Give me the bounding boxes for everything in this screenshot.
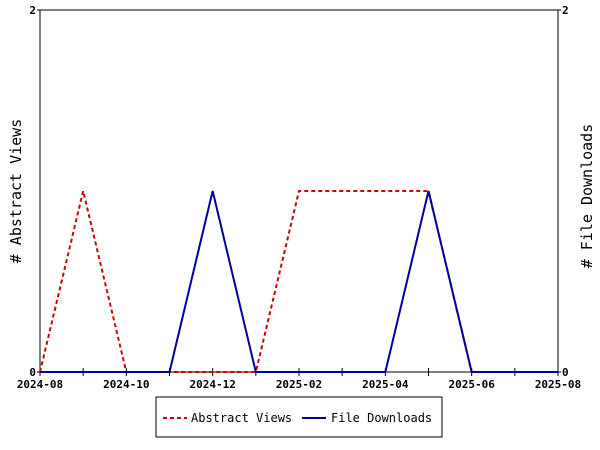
- x-tick-label-2025-06: 2025-06: [448, 378, 495, 391]
- y-axis-left-title: # Abstract Views: [7, 119, 25, 264]
- legend: Abstract Views File Downloads: [155, 396, 443, 438]
- legend-label-abstract-views: Abstract Views: [191, 411, 292, 425]
- x-tick-label-2024-08: 2024-08: [17, 378, 63, 391]
- x-tick-label-2024-10: 2024-10: [103, 378, 149, 391]
- x-tick-label-2025-02: 2025-02: [276, 378, 322, 391]
- legend-label-file-downloads: File Downloads: [331, 411, 432, 425]
- x-tick-label-2025-04: 2025-04: [362, 378, 409, 391]
- x-tick-label-2024-12: 2024-12: [189, 378, 235, 391]
- y-axis-right-title: # File Downloads: [578, 124, 596, 269]
- legend-box: [155, 396, 443, 438]
- x-tick-label-2025-08: 2025-08: [535, 378, 581, 391]
- x-axis-tick-labels: 2024-08 2024-10 2024-12 2025-02 2025-04 2025-…: [17, 378, 581, 391]
- y-right-tick-label-0: 0: [562, 366, 569, 379]
- series-lines: [39, 190, 558, 373]
- series-line-file-downloads: [40, 190, 558, 373]
- y-axis-tick-labels: 0 2 0 2: [29, 4, 568, 379]
- y-left-tick-label-0: 0: [29, 366, 36, 379]
- y-left-tick-label-2: 2: [29, 4, 36, 17]
- y-right-tick-label-2: 2: [562, 4, 569, 17]
